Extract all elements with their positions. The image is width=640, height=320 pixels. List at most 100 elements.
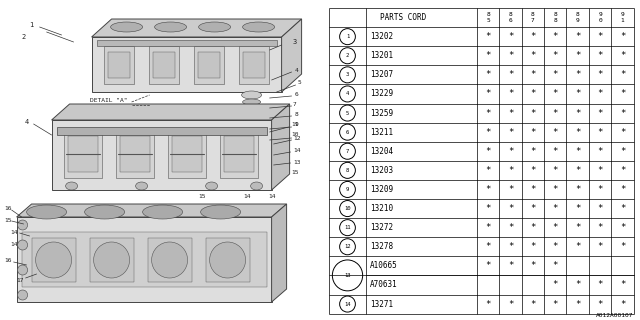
Text: *: * [485, 300, 491, 308]
Text: *: * [530, 90, 536, 99]
Text: 17: 17 [16, 277, 23, 283]
Text: *: * [620, 300, 625, 308]
Text: 13259: 13259 [370, 108, 394, 117]
Text: *: * [620, 223, 625, 232]
Bar [56, 127, 267, 135]
Text: *: * [575, 90, 580, 99]
Bar [198, 52, 220, 78]
Text: *: * [485, 70, 491, 79]
Text: 9: 9 [346, 187, 349, 192]
Bar [244, 104, 260, 112]
Bar [22, 232, 267, 287]
Text: *: * [575, 223, 580, 232]
Text: *: * [530, 223, 536, 232]
Text: *: * [597, 242, 603, 251]
Text: *: * [485, 147, 491, 156]
Text: *: * [620, 51, 625, 60]
Text: *: * [597, 300, 603, 308]
Text: *: * [485, 51, 491, 60]
Text: 2: 2 [22, 34, 26, 40]
Text: *: * [597, 166, 603, 175]
Ellipse shape [17, 240, 28, 250]
Polygon shape [282, 19, 301, 92]
Ellipse shape [241, 91, 262, 99]
Text: *: * [575, 51, 580, 60]
Text: *: * [552, 51, 558, 60]
Text: *: * [552, 147, 558, 156]
Text: *: * [620, 128, 625, 137]
Bar [243, 52, 264, 78]
Text: DETAIL "A": DETAIL "A" [90, 98, 127, 102]
Text: 13: 13 [344, 273, 351, 278]
Text: *: * [508, 242, 513, 251]
Text: *: * [620, 32, 625, 41]
Text: *: * [508, 204, 513, 213]
Text: 8: 8 [554, 19, 557, 23]
Text: *: * [620, 70, 625, 79]
Polygon shape [271, 204, 287, 302]
Text: 5: 5 [298, 81, 301, 85]
Text: *: * [620, 185, 625, 194]
Text: *: * [552, 166, 558, 175]
Text: *: * [508, 90, 513, 99]
Text: 8: 8 [295, 113, 298, 117]
Text: 12: 12 [344, 244, 351, 249]
Bar [205, 238, 250, 282]
Text: 14: 14 [243, 195, 250, 199]
Text: 13201: 13201 [370, 51, 394, 60]
Ellipse shape [111, 22, 143, 32]
Text: *: * [508, 185, 513, 194]
Ellipse shape [36, 242, 72, 278]
Text: *: * [620, 90, 625, 99]
Ellipse shape [136, 182, 148, 190]
Text: *: * [597, 108, 603, 117]
Text: 6: 6 [509, 19, 513, 23]
Text: 13202: 13202 [370, 32, 394, 41]
Text: *: * [508, 147, 513, 156]
Text: 7: 7 [346, 149, 349, 154]
Bar [220, 130, 257, 178]
Text: *: * [620, 108, 625, 117]
Ellipse shape [17, 220, 28, 230]
Text: *: * [575, 166, 580, 175]
Text: 12: 12 [293, 135, 300, 140]
Bar [17, 217, 271, 302]
Text: *: * [552, 128, 558, 137]
Bar [52, 120, 271, 190]
Ellipse shape [143, 205, 182, 219]
Text: *: * [552, 242, 558, 251]
Ellipse shape [243, 99, 260, 105]
Text: *: * [485, 261, 491, 270]
Text: *: * [575, 128, 580, 137]
Ellipse shape [17, 265, 28, 275]
Text: 4: 4 [295, 68, 298, 73]
Text: *: * [575, 185, 580, 194]
Text: *: * [485, 128, 491, 137]
Text: *: * [575, 108, 580, 117]
Text: *: * [597, 90, 603, 99]
Text: 8: 8 [509, 12, 513, 17]
Text: 7: 7 [531, 19, 535, 23]
Text: *: * [552, 280, 558, 290]
Text: 5: 5 [486, 19, 490, 23]
Text: *: * [552, 32, 558, 41]
Text: *: * [552, 185, 558, 194]
Bar [104, 46, 134, 84]
Text: 14: 14 [293, 148, 300, 153]
Text: *: * [575, 32, 580, 41]
Text: *: * [620, 204, 625, 213]
Ellipse shape [152, 242, 188, 278]
Text: *: * [620, 280, 625, 290]
Text: *: * [597, 185, 603, 194]
Polygon shape [17, 204, 287, 217]
Text: 13272: 13272 [370, 223, 394, 232]
Ellipse shape [243, 22, 275, 32]
Ellipse shape [251, 182, 262, 190]
Text: *: * [597, 147, 603, 156]
Bar [244, 114, 259, 122]
Text: *: * [508, 166, 513, 175]
Text: 6: 6 [346, 130, 349, 135]
Text: *: * [485, 242, 491, 251]
Text: *: * [530, 300, 536, 308]
Text: *: * [552, 261, 558, 270]
